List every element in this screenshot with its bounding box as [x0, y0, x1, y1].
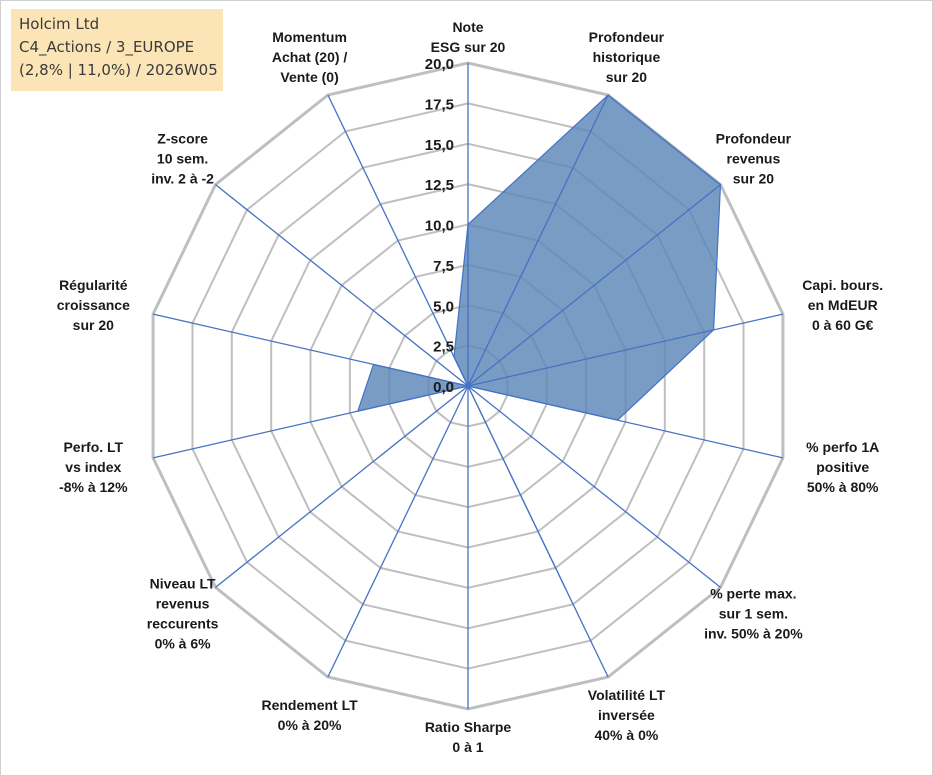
axis-label-line: % perte max.: [710, 586, 796, 602]
axis-label-line: reccurents: [147, 616, 219, 632]
axis-label-line: ESG sur 20: [431, 39, 506, 55]
axis-label-line: Rendement LT: [261, 697, 358, 713]
axis-label: Profondeur historique sur 20: [589, 29, 665, 85]
axis-label: % perte max. sur 1 sem. inv. 50% à 20%: [704, 586, 803, 642]
radial-tick-label: 0,0: [433, 379, 454, 396]
axis-label: Niveau LT revenus reccurents 0% à 6%: [147, 576, 219, 652]
axis-spoke: [327, 94, 469, 387]
series-area: [356, 94, 722, 590]
axis-spoke: [467, 385, 784, 459]
axis-label: Perfo. LT vs index -8% à 12%: [59, 439, 128, 495]
axis-label-line: 0 à 1: [452, 739, 483, 755]
axis-label-line: Profondeur: [589, 29, 665, 45]
category-label: C4_Actions / 3_EUROPE: [19, 38, 195, 56]
axis-label: Momentum Achat (20) / Vente (0): [272, 29, 348, 85]
axis-label-line: sur 20: [73, 317, 114, 333]
radial-tick-label: 10,0: [425, 218, 454, 235]
radial-tick-label: 12,5: [425, 177, 454, 194]
axis-spoke: [152, 385, 469, 459]
axis-label: Capi. bours. en MdEUR 0 à 60 G€: [802, 277, 883, 333]
axis-spoke: [215, 184, 469, 387]
axis-label-line: % perfo 1A: [806, 439, 879, 455]
axis-label: Z-score 10 sem. inv. 2 à -2: [151, 130, 214, 186]
info-box: Holcim Ltd C4_Actions / 3_EUROPE (2,8% |…: [11, 9, 223, 91]
axis-label: Rendement LT 0% à 20%: [261, 697, 358, 733]
axis-label-line: Niveau LT: [150, 576, 216, 592]
axis-spoke: [327, 385, 469, 678]
radial-tick-label: 15,0: [425, 137, 454, 154]
axis-label: Ratio Sharpe 0 à 1: [425, 719, 512, 755]
axis-label-line: sur 20: [733, 170, 774, 186]
axis-spokes: [152, 63, 784, 709]
axis-spoke: [467, 385, 609, 678]
axis-label-line: en MdEUR: [808, 297, 878, 313]
axis-spoke: [467, 313, 784, 387]
axis-label: % perfo 1A positive 50% à 80%: [806, 439, 879, 495]
axis-spoke: [467, 184, 721, 387]
axis-label-line: 0 à 60 G€: [812, 317, 874, 333]
axis-label-line: Momentum: [272, 29, 347, 45]
axis-label-line: positive: [816, 459, 869, 475]
axis-label-line: Volatilité LT: [588, 687, 666, 703]
axis-spoke: [215, 385, 469, 588]
axis-label-line: Vente (0): [280, 69, 338, 85]
axis-label-line: Ratio Sharpe: [425, 719, 512, 735]
axis-label-line: sur 20: [606, 69, 647, 85]
axis-label-line: 0% à 20%: [278, 717, 342, 733]
axis-label-line: 40% à 0%: [594, 727, 658, 743]
radial-tick-label: 20,0: [425, 56, 454, 73]
axis-spoke: [467, 94, 609, 387]
axis-label-line: 50% à 80%: [807, 479, 879, 495]
axis-label-line: Capi. bours.: [802, 277, 883, 293]
axis-label: Régularité croissance sur 20: [57, 277, 130, 333]
axis-label: Profondeur revenus sur 20: [716, 130, 792, 186]
radial-tick-label: 17,5: [425, 96, 454, 113]
radial-tick-label: 2,5: [433, 339, 454, 356]
axis-label-line: inv. 2 à -2: [151, 170, 214, 186]
axis-label-line: croissance: [57, 297, 130, 313]
company-name: Holcim Ltd: [19, 15, 100, 33]
radial-tick-label: 5,0: [433, 298, 454, 315]
axis-label-line: Note: [452, 19, 483, 35]
axis-label-line: inv. 50% à 20%: [704, 626, 803, 642]
axis-label-line: revenus: [156, 596, 210, 612]
axis-label-line: 10 sem.: [157, 150, 208, 166]
axis-label-line: sur 1 sem.: [719, 606, 788, 622]
axis-label-line: -8% à 12%: [59, 479, 128, 495]
axis-spoke: [152, 313, 469, 387]
axis-label-line: Z-score: [157, 130, 208, 146]
axis-label-line: vs index: [65, 459, 121, 475]
axis-label: Note ESG sur 20: [431, 19, 506, 55]
period-label: (2,8% | 11,0%) / 2026W05: [19, 61, 218, 79]
axis-label-line: Régularité: [59, 277, 128, 293]
axis-label: Volatilité LT inversée 40% à 0%: [588, 687, 666, 743]
axis-label-line: revenus: [727, 150, 781, 166]
axis-label-line: Profondeur: [716, 130, 792, 146]
axis-label-line: inversée: [598, 707, 655, 723]
axis-label-line: historique: [593, 49, 661, 65]
axis-label-line: Achat (20) /: [272, 49, 348, 65]
axis-label-line: Perfo. LT: [63, 439, 123, 455]
axis-label-line: 0% à 6%: [155, 636, 212, 652]
axis-spoke: [467, 385, 721, 588]
radial-tick-label: 7,5: [433, 258, 454, 275]
